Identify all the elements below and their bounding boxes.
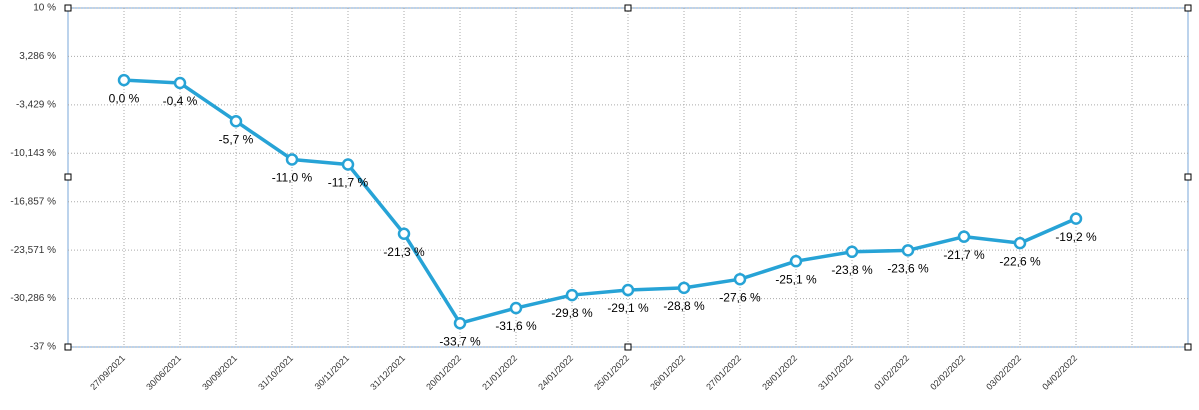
marker [677, 281, 691, 295]
value-label: -21,7 % [943, 248, 985, 262]
x-tick-label: 30/09/2021 [200, 353, 239, 392]
marker [285, 153, 299, 166]
y-tick-label: 3,286 % [19, 51, 56, 62]
value-label: -5,7 % [219, 132, 254, 146]
x-tick-label: 01/02/2022 [872, 353, 911, 392]
y-tick-label: -3,429 % [16, 100, 56, 111]
x-tick-label: 26/01/2022 [648, 353, 687, 392]
y-tick-label: 10 % [33, 3, 56, 14]
value-label: -23,8 % [831, 263, 873, 277]
marker [733, 272, 747, 286]
x-tick-label: 31/10/2021 [256, 353, 295, 392]
y-tick-label: -16,857 % [10, 196, 56, 207]
x-tick-label: 20/01/2022 [424, 353, 463, 392]
marker [229, 114, 243, 128]
selection-handles [64, 4, 1192, 351]
x-tick-label: 30/06/2021 [144, 353, 183, 392]
x-tick-label: 28/01/2022 [760, 353, 799, 392]
handle [64, 4, 72, 12]
marker [397, 227, 411, 241]
x-tick-label: 27/01/2022 [704, 353, 743, 392]
value-label: -11,0 % [272, 171, 313, 185]
value-label: -27,6 % [719, 290, 761, 304]
marker [453, 316, 467, 330]
value-label: -23,6 % [887, 262, 929, 276]
value-label: -21,3 % [383, 245, 425, 259]
value-label: -0,4 % [163, 94, 198, 108]
marker [845, 245, 859, 259]
handle [1184, 173, 1192, 181]
marker [117, 73, 131, 87]
x-tick-label: 02/02/2022 [928, 353, 967, 392]
x-tick-label: 25/01/2022 [592, 353, 631, 392]
y-tick-label: -23,571 % [10, 245, 56, 256]
value-label: -29,1 % [607, 301, 649, 315]
x-tick-label: 04/02/2022 [1040, 353, 1079, 392]
marker [789, 254, 803, 268]
marker [901, 244, 915, 257]
marker [621, 283, 635, 297]
value-label: -25,1 % [775, 272, 817, 286]
marker [1013, 236, 1027, 250]
value-label: -29,8 % [551, 306, 593, 320]
handle [624, 343, 632, 351]
handle [64, 173, 72, 181]
handle [64, 343, 72, 351]
marker [565, 288, 579, 302]
value-label: -19,2 % [1055, 230, 1097, 244]
x-tick-label: 24/01/2022 [536, 353, 575, 392]
x-tick-label: 03/02/2022 [984, 353, 1023, 392]
handle [1184, 343, 1192, 351]
handle [624, 4, 632, 12]
x-tick-label: 31/01/2022 [816, 353, 855, 392]
value-label: -33,7 % [439, 334, 481, 348]
x-tick-label: 31/12/2021 [368, 353, 407, 392]
x-tick-label: 30/11/2021 [313, 353, 351, 391]
value-label: -28,8 % [663, 299, 705, 313]
y-tick-label: -37 % [30, 342, 56, 353]
value-label: 0,0 % [109, 91, 140, 105]
value-label: -11,7 % [328, 176, 369, 190]
marker [509, 301, 523, 315]
value-label: -22,6 % [999, 254, 1041, 268]
line [123, 78, 1077, 325]
value-label: -31,6 % [495, 319, 537, 333]
marker [341, 158, 355, 171]
y-tick-label: -30,286 % [10, 293, 56, 304]
marker [1069, 212, 1083, 225]
marker [173, 76, 187, 90]
handle [1184, 4, 1192, 12]
x-tick-label: 21/01/2022 [480, 353, 519, 392]
x-tick-label: 27/09/2021 [88, 353, 127, 392]
marker [957, 230, 971, 243]
y-tick-label: -10,143 % [10, 148, 56, 159]
